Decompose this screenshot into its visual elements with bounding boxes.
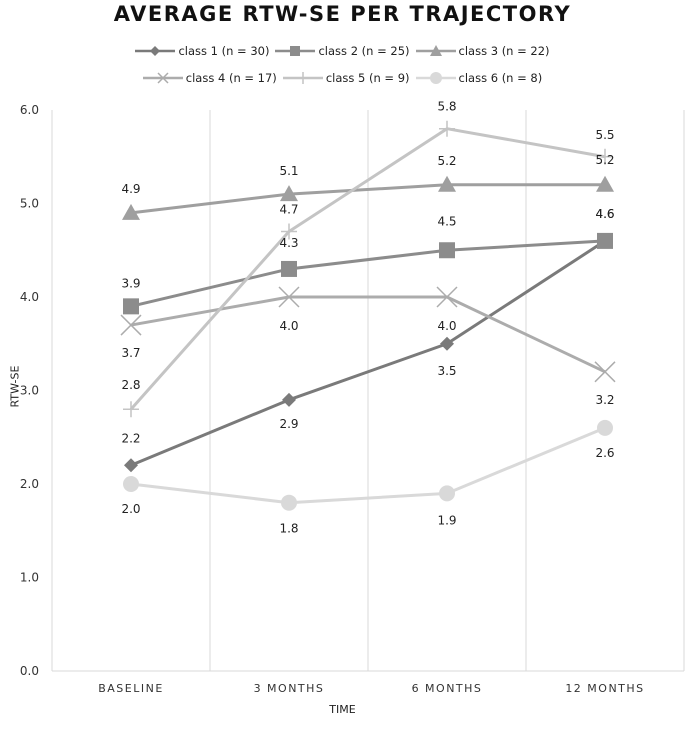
data-label: 4.7 [279, 203, 298, 217]
x-tick-label: BASELINE [98, 682, 164, 695]
data-label: 2.2 [121, 431, 140, 445]
data-label: 4.6 [595, 207, 614, 221]
series-line-class-3 [130, 183, 605, 215]
legend-label-class-6: class 6 (n = 8) [458, 71, 543, 85]
x-tick-label: 3 MONTHS [254, 682, 325, 695]
y-tick-label: 3.0 [20, 384, 39, 398]
y-tick-label: 2.0 [20, 477, 39, 491]
data-point-circle [281, 494, 297, 511]
data-label: 2.9 [279, 417, 298, 431]
data-point-x [120, 314, 142, 336]
legend-marker-class-1 [135, 46, 176, 56]
data-point-square [597, 232, 613, 249]
data-label: 1.8 [279, 522, 298, 536]
x-axis-label: TIME [329, 703, 356, 716]
legend-marker-class-6 [415, 72, 456, 84]
data-label: 2.6 [595, 446, 614, 460]
y-tick-label: 4.0 [20, 290, 39, 304]
series-line-class-2 [130, 239, 606, 308]
data-point-plus [439, 120, 455, 137]
data-label: 5.2 [437, 154, 456, 168]
legend-marker-class-4 [142, 72, 183, 84]
legend-label-class-3: class 3 (n = 22) [458, 44, 550, 58]
data-label: 2.8 [121, 378, 140, 392]
legend-marker-class-5 [282, 72, 323, 84]
y-axis-label: RTW-SE [8, 365, 22, 408]
data-label: 4.6 [595, 207, 614, 221]
legend-label-class-4: class 4 (n = 17) [185, 71, 277, 85]
data-label: 5.5 [595, 128, 614, 142]
legend-label-class-5: class 5 (n = 9) [325, 71, 410, 85]
data-point-square [123, 298, 139, 315]
data-point-triangle [122, 203, 140, 220]
y-tick-label: 1.0 [20, 571, 39, 585]
data-point-square [439, 242, 455, 259]
legend-label-class-1: class 1 (n = 30) [178, 44, 270, 58]
data-label: 5.1 [279, 164, 298, 178]
legend-item-class-4: class 4 (n = 17) [142, 71, 277, 85]
data-point-plus [281, 223, 297, 240]
legend-item-class-6: class 6 (n = 8) [415, 71, 543, 85]
y-tick-label: 0.0 [20, 664, 39, 678]
data-point-circle [123, 476, 139, 492]
data-label: 5.8 [437, 100, 456, 114]
x-tick-label: 6 MONTHS [412, 682, 483, 695]
data-point-diamond [440, 336, 454, 351]
chart-title: AVERAGE RTW-SE PER TRAJECTORY [113, 2, 572, 26]
data-point-triangle [280, 185, 298, 202]
y-tick-label: 5.0 [20, 197, 39, 211]
data-point-x [436, 286, 458, 308]
legend-row-1: class 1 (n = 30) class 2 (n = 25) class … [0, 44, 685, 58]
legend-item-class-2: class 2 (n = 25) [275, 44, 410, 58]
data-label: 4.0 [437, 319, 456, 333]
data-label: 2.0 [121, 502, 140, 516]
data-point-diamond [282, 392, 296, 407]
data-point-x [594, 361, 616, 383]
series-line-class-1 [130, 239, 606, 467]
legend-item-class-1: class 1 (n = 30) [135, 44, 269, 58]
data-label: 3.5 [437, 364, 456, 378]
data-point-diamond [124, 458, 138, 473]
legend-label-class-2: class 2 (n = 25) [318, 44, 410, 58]
data-label: 4.0 [279, 319, 298, 333]
data-point-plus [597, 148, 613, 165]
data-label: 4.9 [121, 182, 140, 196]
y-tick-label: 6.0 [20, 103, 39, 117]
data-point-circle [597, 419, 613, 436]
data-point-triangle [438, 175, 456, 192]
legend-marker-class-3 [415, 45, 456, 56]
data-label: 3.2 [595, 393, 614, 407]
x-tick-label: 12 MONTHS [565, 682, 644, 695]
legend-item-class-3: class 3 (n = 22) [415, 44, 550, 58]
series-line-class-6 [130, 426, 606, 505]
data-label: 1.9 [437, 513, 456, 527]
data-point-circle [439, 485, 455, 502]
data-label: 4.3 [279, 236, 298, 250]
data-point-plus [123, 401, 139, 418]
data-point-x [278, 286, 300, 308]
data-point-triangle [596, 175, 614, 192]
data-label: 4.5 [437, 214, 456, 228]
legend-item-class-5: class 5 (n = 9) [282, 71, 410, 85]
data-point-square [281, 260, 297, 277]
series-line-class-5 [129, 127, 606, 411]
series-line-class-4 [130, 295, 606, 374]
legend-row-2: class 4 (n = 17) class 5 (n = 9) class 6… [0, 71, 685, 85]
data-label: 5.2 [595, 153, 614, 167]
data-label: 3.9 [121, 276, 140, 290]
legend-marker-class-2 [275, 46, 316, 56]
data-label: 3.7 [121, 346, 140, 360]
